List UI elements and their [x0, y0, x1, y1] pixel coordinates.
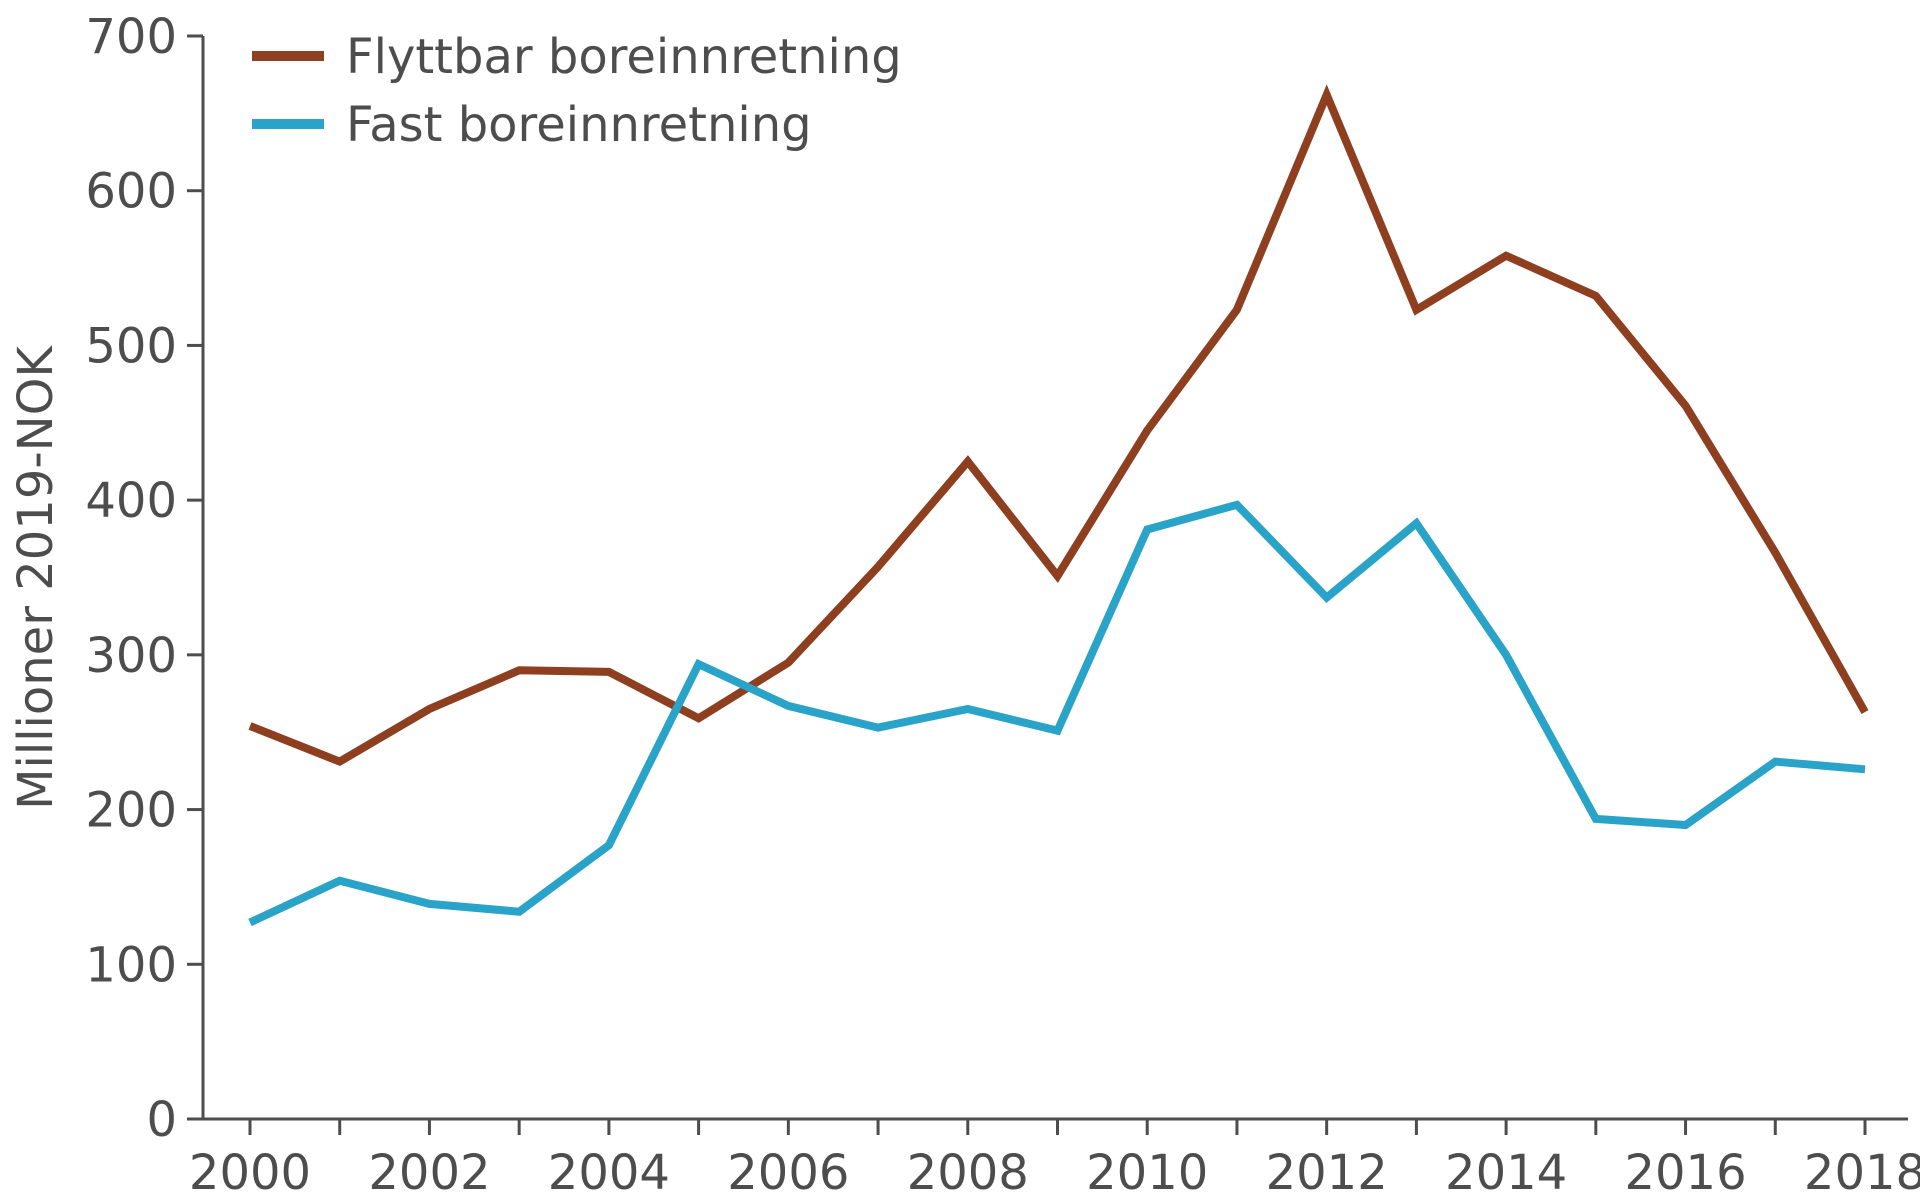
legend-label: Flyttbar boreinnretning: [346, 29, 902, 85]
x-tick-label: 2006: [727, 1145, 849, 1197]
x-tick-label: 2012: [1266, 1145, 1388, 1197]
x-tick-label: 2014: [1445, 1145, 1567, 1197]
y-tick-label: 400: [85, 473, 177, 529]
y-tick-label: 700: [85, 9, 177, 65]
y-tick-label: 500: [85, 318, 177, 374]
y-tick-label: 0: [146, 1092, 177, 1148]
y-axis-title: Millioner 2019-NOK: [8, 345, 64, 810]
x-tick-label: 2016: [1624, 1145, 1746, 1197]
x-ticks: 2000 2002 2004 2006 2008 2010 2012 2014 2016 2018: [189, 1119, 1920, 1197]
legend-label: Fast boreinnretning: [346, 97, 812, 153]
x-tick-label: 2008: [907, 1145, 1029, 1197]
x-tick-label: 2002: [368, 1145, 490, 1197]
x-tick-label: 2018: [1804, 1145, 1920, 1197]
series-group: [248, 84, 1869, 927]
x-tick-label: 2010: [1086, 1145, 1208, 1197]
y-tick-label: 100: [85, 937, 177, 993]
x-tick-label: 2000: [189, 1145, 311, 1197]
axes: [201, 36, 1908, 1121]
legend: Flyttbar boreinnretning Fast boreinnretni…: [252, 29, 902, 153]
series-line-flyttbar: [248, 84, 1869, 767]
x-tick-label: 2004: [548, 1145, 670, 1197]
series-line-fast: [248, 500, 1866, 927]
y-tick-label: 300: [85, 628, 177, 684]
y-tick-label: 200: [85, 783, 177, 839]
y-ticks: 0 100 200 300 400 500 600 700: [85, 9, 203, 1148]
y-tick-label: 600: [85, 164, 177, 220]
